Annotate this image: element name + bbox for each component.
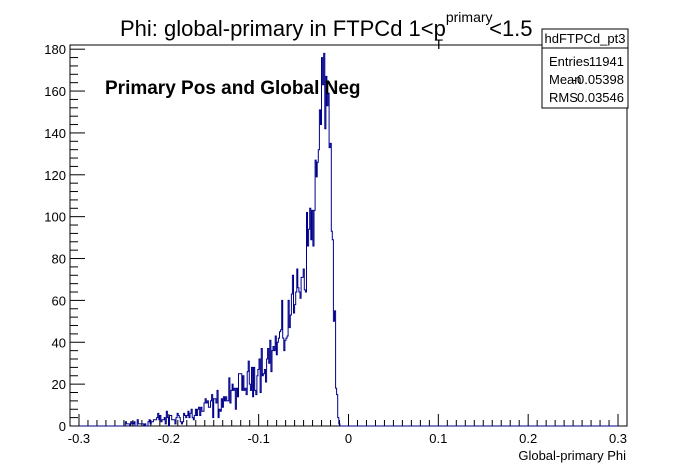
x-tick-label: 0.1 xyxy=(429,431,447,446)
x-tick-label: 0.2 xyxy=(519,431,537,446)
y-tick-label: 0 xyxy=(59,419,66,434)
chart-annotation: Primary Pos and Global Neg xyxy=(105,78,361,99)
stats-mean-label: Mean xyxy=(549,72,582,87)
title-subscript: T xyxy=(435,36,444,52)
title-prefix: Phi: global-primary in FTPCd 1<p xyxy=(120,16,446,41)
stats-entries-value: 11941 xyxy=(589,54,624,69)
y-tick-label: 120 xyxy=(44,168,66,183)
stats-rms-value: 0.03546 xyxy=(577,90,624,105)
stats-box-frame xyxy=(541,28,629,109)
stats-rms-label: RMS xyxy=(549,90,578,105)
title-suffix: <1.5 xyxy=(489,16,532,41)
y-axis: 0 20 40 60 80 100 120 140 160 180 xyxy=(44,42,85,434)
chart-title: Phi: global-primary in FTPCd 1<pprimary T… xyxy=(120,9,533,52)
y-tick-label: 140 xyxy=(44,126,66,141)
y-tick-label: 60 xyxy=(52,293,66,308)
x-tick-label: -0.2 xyxy=(158,431,180,446)
y-tick-label: 180 xyxy=(44,42,66,57)
histogram-series-line xyxy=(79,52,618,427)
stats-box: hdFTPCd_pt3 Entries 11941 Mean -0.05398 … xyxy=(541,28,629,109)
x-axis: -0.3 -0.2 -0.1 0 0.1 0.2 0.3 xyxy=(68,414,627,446)
x-tick-label: 0 xyxy=(345,431,352,446)
x-tick-label: 0.3 xyxy=(609,431,627,446)
x-tick-label: -0.3 xyxy=(68,431,90,446)
y-tick-label: 80 xyxy=(52,252,66,267)
y-tick-label: 20 xyxy=(52,377,66,392)
x-tick-label: -0.1 xyxy=(247,431,269,446)
title-superscript: primary xyxy=(446,9,493,25)
y-tick-label: 100 xyxy=(44,210,66,225)
x-axis-title: Global-primary Phi xyxy=(518,448,626,463)
stats-entries-label: Entries xyxy=(549,54,590,69)
y-tick-label: 160 xyxy=(44,84,66,99)
y-tick-label: 40 xyxy=(52,335,66,350)
stats-mean-value: -0.05398 xyxy=(573,72,624,87)
stats-histogram-name: hdFTPCd_pt3 xyxy=(545,31,626,46)
